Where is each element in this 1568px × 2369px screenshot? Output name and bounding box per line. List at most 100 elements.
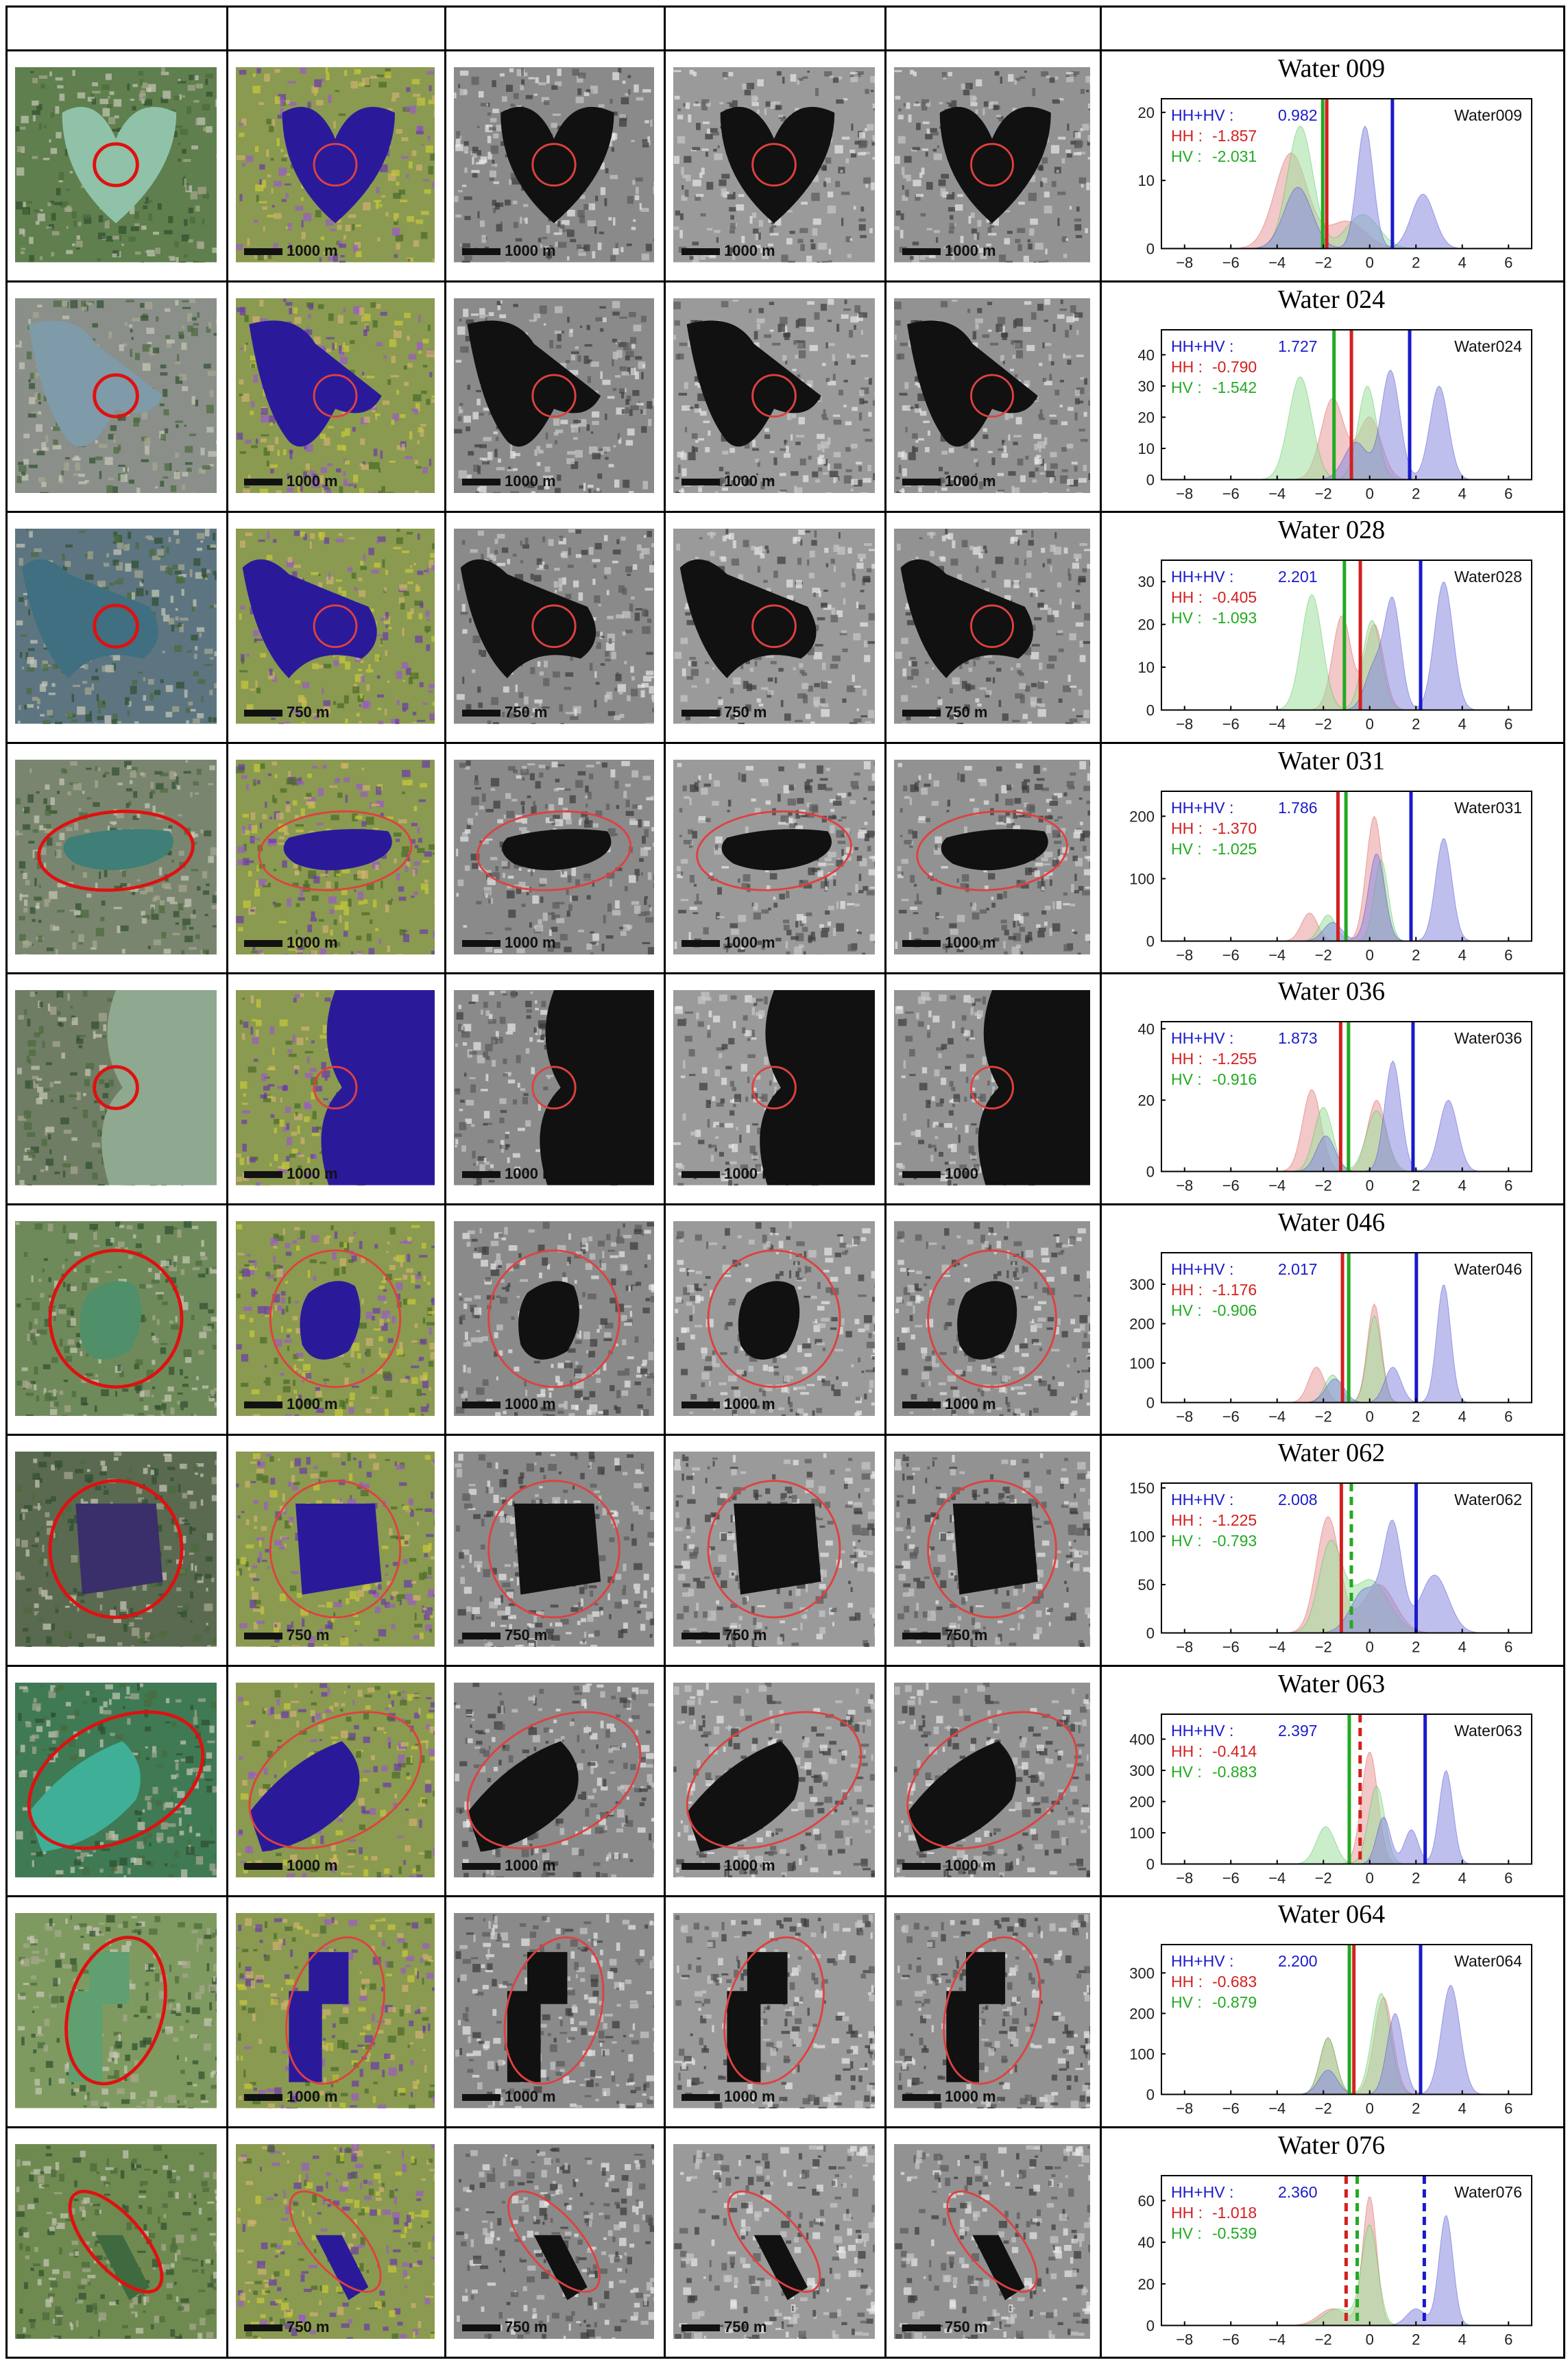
texture-speckle [839,76,843,80]
texture-speckle [335,90,339,93]
texture-speckle [355,251,362,258]
texture-speckle [340,762,349,768]
texture-speckle [141,315,149,321]
texture-speckle [652,708,654,712]
texture-speckle [130,98,134,101]
texture-speckle [353,305,361,314]
texture-speckle [867,123,874,131]
texture-speckle [592,559,601,562]
texture-speckle [624,885,628,891]
texture-speckle [383,590,386,593]
texture-speckle [320,466,328,473]
texture-speckle [209,389,214,397]
texture-speckle [1074,140,1083,147]
texture-speckle [903,103,906,107]
texture-speckle [592,631,601,637]
texture-speckle [606,872,615,878]
texture-speckle [201,695,204,703]
texture-speckle [70,760,77,766]
texture-speckle [505,261,510,263]
texture-speckle [401,662,409,669]
texture-speckle [864,655,871,662]
texture-speckle [27,667,35,672]
texture-speckle [398,896,407,901]
texture-speckle [187,325,193,332]
texture-speckle [51,252,55,256]
texture-speckle [67,791,71,795]
texture-speckle [160,433,165,440]
texture-speckle [905,426,908,432]
texture-speckle [102,108,110,117]
texture-speckle [314,79,322,88]
texture-speckle [1035,458,1043,464]
texture-speckle [160,364,167,368]
texture-speckle [1016,663,1021,668]
texture-speckle [16,201,23,210]
texture-speckle [50,147,58,154]
texture-speckle [837,475,840,481]
texture-speckle [1012,108,1017,113]
texture-speckle [518,692,524,699]
texture-speckle [505,200,511,206]
texture-speckle [359,660,364,663]
texture-speckle [376,786,382,795]
texture-speckle [272,119,276,128]
texture-speckle [106,553,110,557]
texture-speckle [73,910,81,915]
texture-speckle [143,695,147,701]
texture-speckle [1013,487,1020,493]
texture-speckle [690,669,699,676]
texture-speckle [522,817,527,823]
y-tick-label: 20 [1138,409,1155,426]
texture-speckle [610,769,616,778]
texture-speckle [165,685,173,693]
texture-speckle [521,67,524,77]
texture-speckle [134,352,141,360]
texture-speckle [471,796,479,805]
texture-speckle [327,256,335,261]
texture-speckle [335,904,343,910]
texture-speckle [800,244,805,251]
texture-speckle [139,581,143,587]
texture-speckle [434,69,435,73]
texture-speckle [418,799,426,802]
texture-speckle [738,574,743,581]
texture-speckle [269,464,278,468]
texture-speckle [1074,73,1077,77]
texture-speckle [1056,169,1059,173]
texture-speckle [1048,608,1052,616]
texture-speckle [946,194,953,200]
texture-speckle [1044,463,1047,470]
texture-speckle [468,450,474,455]
texture-speckle [762,545,769,550]
texture-speckle [982,334,989,338]
texture-speckle [323,251,327,255]
texture-speckle [688,660,691,666]
texture-speckle [607,633,616,642]
water-body [686,320,821,446]
texture-speckle [252,73,256,77]
texture-speckle [113,433,116,443]
texture-speckle [341,888,348,895]
texture-speckle [344,70,348,77]
texture-speckle [1024,380,1030,387]
texture-speckle [15,830,19,836]
texture-speckle [873,472,875,480]
hhhv-image: 1000 m [454,67,654,263]
texture-speckle [509,178,512,185]
texture-speckle [162,882,171,888]
texture-speckle [1051,181,1057,187]
texture-speckle [968,684,976,690]
texture-speckle [141,226,147,230]
texture-speckle [780,699,784,708]
texture-speckle [134,211,139,219]
texture-speckle [619,365,627,371]
texture-speckle [912,445,915,453]
roi-ellipse [970,373,1014,418]
texture-speckle [1044,437,1048,445]
texture-speckle [160,788,169,793]
texture-speckle [16,620,23,626]
texture-speckle [515,684,518,693]
texture-speckle [132,106,136,111]
texture-speckle [836,99,844,104]
